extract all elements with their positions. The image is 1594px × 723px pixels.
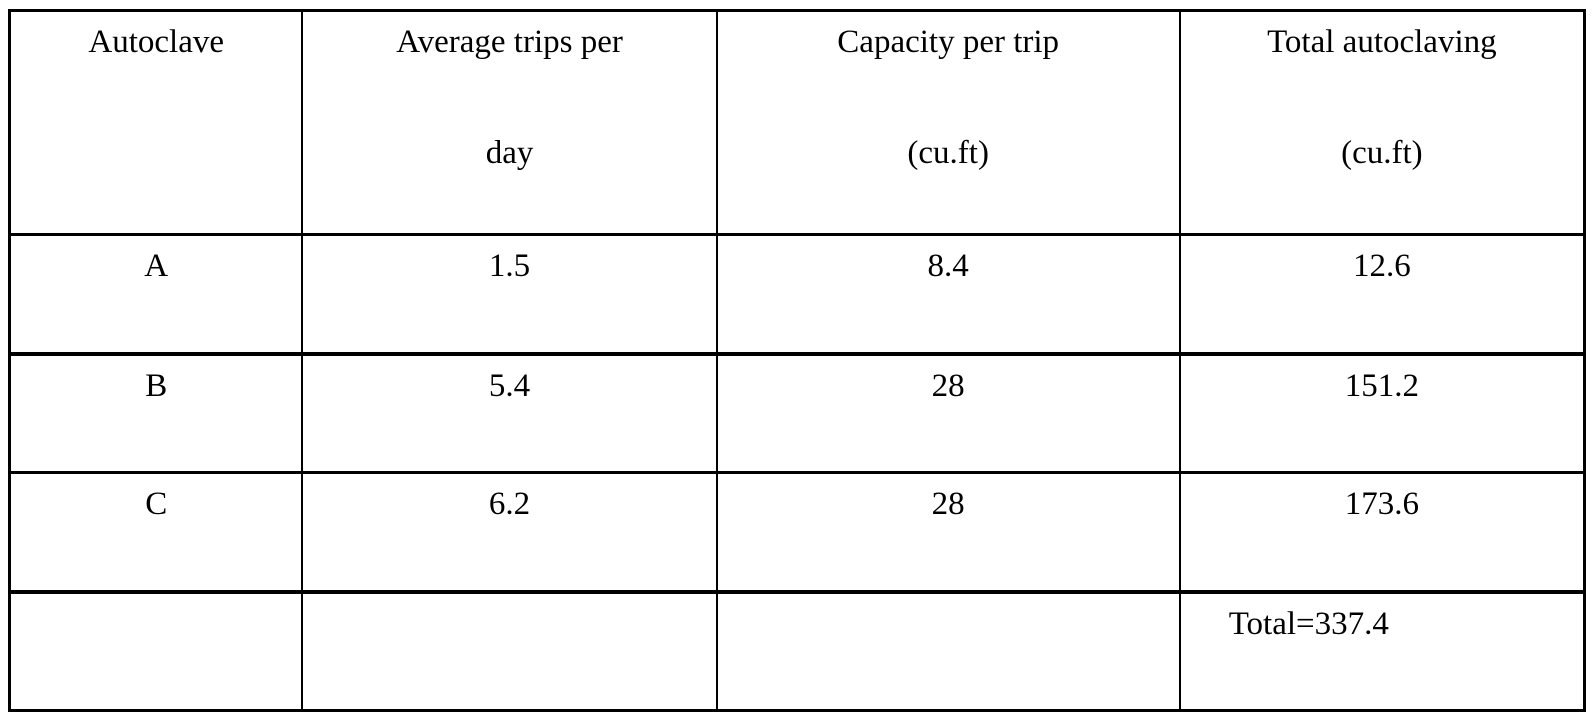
cell-autoclave-b: B <box>8 352 304 474</box>
autoclave-table: Autoclave Average trips per day Capacity… <box>8 9 1586 712</box>
cell-empty-1 <box>8 590 304 712</box>
header-label-autoclave: Autoclave <box>88 24 225 60</box>
header-label-total: Total autoclaving <box>1267 24 1497 60</box>
cell-capacity-c: 28 <box>715 471 1181 593</box>
cell-capacity-b: 28 <box>715 352 1181 474</box>
cell-empty-3 <box>715 590 1181 712</box>
total-row: Total=337.4 <box>8 590 1586 712</box>
header-cell-total: Total autoclaving (cu.ft) <box>1178 9 1586 236</box>
cell-total-a: 12.6 <box>1178 233 1586 355</box>
header-sublabel-capacity: (cu.ft) <box>907 135 989 172</box>
header-label-capacity: Capacity per trip <box>837 24 1060 60</box>
header-row: Autoclave Average trips per day Capacity… <box>8 9 1586 236</box>
header-sublabel-total: (cu.ft) <box>1341 135 1423 172</box>
cell-trips-a: 1.5 <box>301 233 718 355</box>
header-label-trips: Average trips per <box>396 24 623 60</box>
grand-total-cell: Total=337.4 <box>1178 590 1586 712</box>
table-row: A 1.5 8.4 12.6 <box>8 233 1586 355</box>
header-cell-autoclave: Autoclave <box>8 9 304 236</box>
cell-autoclave-a: A <box>8 233 304 355</box>
cell-total-b: 151.2 <box>1178 352 1586 474</box>
cell-trips-c: 6.2 <box>301 471 718 593</box>
header-cell-capacity: Capacity per trip (cu.ft) <box>715 9 1181 236</box>
cell-empty-2 <box>301 590 718 712</box>
cell-autoclave-c: C <box>8 471 304 593</box>
header-sublabel-trips: day <box>485 135 534 172</box>
cell-trips-b: 5.4 <box>301 352 718 474</box>
table-row: B 5.4 28 151.2 <box>8 352 1586 474</box>
cell-capacity-a: 8.4 <box>715 233 1181 355</box>
cell-total-c: 173.6 <box>1178 471 1586 593</box>
header-cell-trips: Average trips per day <box>301 9 718 236</box>
table-row: C 6.2 28 173.6 <box>8 471 1586 593</box>
